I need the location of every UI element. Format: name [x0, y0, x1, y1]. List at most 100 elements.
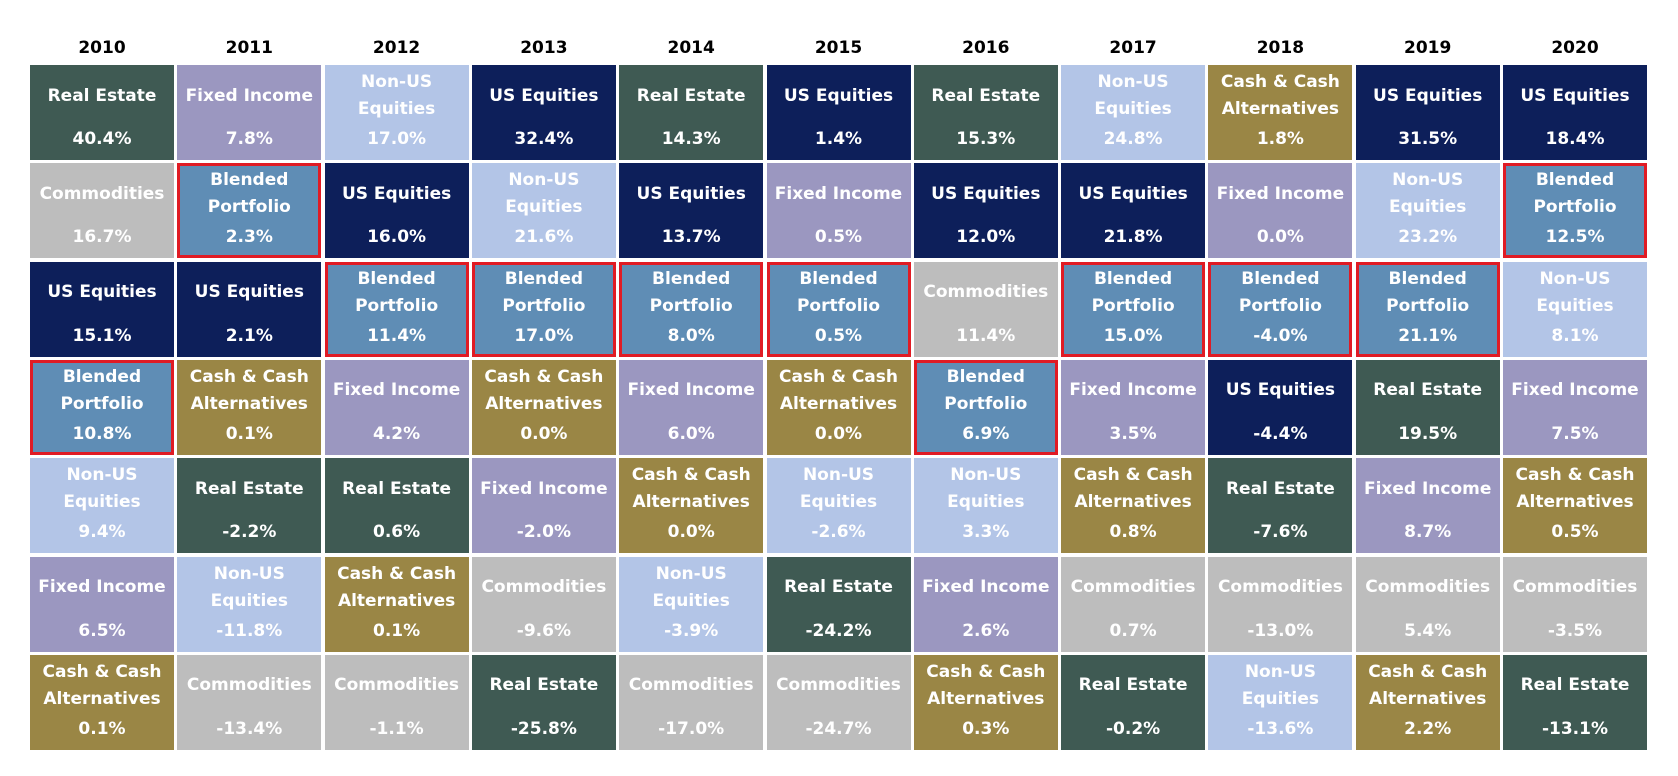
asset-return: -24.7% [805, 718, 872, 739]
asset-label: Commodities [334, 675, 460, 696]
asset-cell: Blended Portfolio 6.9% [913, 359, 1058, 455]
asset-cell: Commodities -13.0% [1208, 556, 1353, 652]
asset-cell: Commodities -1.1% [324, 654, 469, 750]
asset-return: -3.5% [1547, 620, 1603, 641]
asset-return: 16.7% [72, 227, 132, 248]
asset-label: Commodities [628, 675, 754, 696]
asset-return: -13.6% [1247, 718, 1314, 739]
asset-label: US Equities [1078, 183, 1188, 204]
asset-label: US Equities [1225, 380, 1336, 401]
asset-return: -25.8% [510, 718, 577, 739]
asset-return: 0.8% [1109, 522, 1157, 543]
asset-cell: Commodities -17.0% [619, 654, 764, 750]
asset-label: Cash & Cash Alternatives [1220, 72, 1340, 119]
year-header: 2018 [1256, 38, 1305, 58]
asset-return: 1.8% [1256, 129, 1304, 149]
asset-label: Commodities [1070, 577, 1196, 597]
asset-label: Fixed Income [1511, 380, 1639, 401]
asset-label: Real Estate [1373, 380, 1483, 401]
asset-cell: Non-US Equities 21.6% [471, 163, 616, 259]
asset-label: Commodities [186, 675, 312, 696]
asset-cell: Cash & Cash Alternatives 0.5% [1503, 458, 1647, 554]
asset-cell: Cash & Cash Alternatives 0.3% [913, 654, 1058, 750]
asset-return: 12.5% [1545, 227, 1605, 248]
asset-return: 8.7% [1404, 522, 1452, 543]
asset-label: Real Estate [342, 478, 451, 499]
asset-return: 21.8% [1103, 227, 1163, 248]
asset-label: Cash & Cash Alternatives [631, 465, 751, 513]
asset-label: Real Estate [784, 577, 893, 597]
asset-cell: Cash & Cash Alternatives 0.0% [619, 458, 764, 554]
asset-label: US Equities [783, 85, 894, 106]
asset-label: Non-US Equities [1094, 72, 1172, 119]
asset-label: Non-US Equities [947, 465, 1025, 513]
year-header: 2012 [372, 38, 421, 58]
asset-cell: Blended Portfolio 10.8% [30, 359, 174, 455]
asset-label: Non-US Equities [505, 170, 583, 218]
asset-label: Cash & Cash Alternatives [42, 661, 162, 709]
asset-cell: Blended Portfolio -4.0% [1208, 261, 1353, 357]
asset-cell: Fixed Income 6.0% [619, 359, 764, 455]
asset-return: 3.3% [962, 522, 1010, 543]
asset-cell: Non-US Equities -3.9% [619, 556, 764, 652]
asset-label: Commodities [1365, 577, 1491, 597]
asset-label: Real Estate [931, 85, 1041, 106]
asset-return: 0.1% [78, 718, 126, 739]
asset-label: Cash & Cash Alternatives [337, 563, 457, 611]
asset-return: 0.3% [962, 718, 1010, 739]
asset-label: Blended Portfolio [355, 268, 439, 316]
asset-cell: Non-US Equities 23.2% [1355, 163, 1500, 259]
asset-return: 0.5% [814, 227, 863, 248]
year-header: 2014 [667, 38, 715, 58]
asset-label: Real Estate [1520, 675, 1630, 696]
asset-label: Non-US Equities [63, 465, 141, 513]
asset-cell: Fixed Income -2.0% [471, 458, 616, 554]
asset-cell: Blended Portfolio 11.4% [324, 261, 469, 357]
asset-cell: Fixed Income 0.5% [766, 163, 911, 259]
asset-return: 9.4% [78, 522, 126, 543]
asset-label: US Equities [47, 282, 157, 303]
asset-return: 5.4% [1404, 620, 1452, 641]
asset-cell: Non-US Equities 17.0% [324, 65, 469, 160]
asset-return: 0.5% [814, 325, 863, 346]
asset-label: Real Estate [636, 85, 746, 106]
asset-return: 1.4% [814, 129, 863, 149]
asset-label: Commodities [1512, 577, 1638, 597]
asset-return: 6.5% [78, 620, 126, 641]
asset-return: -2.0% [516, 522, 571, 543]
asset-cell: Non-US Equities -11.8% [177, 556, 322, 652]
asset-label: Blended Portfolio [796, 268, 881, 316]
asset-label: Real Estate [1078, 675, 1188, 696]
asset-return: -13.0% [1247, 620, 1314, 641]
asset-label: US Equities [341, 183, 452, 204]
asset-cell: Commodities 0.7% [1061, 556, 1206, 652]
asset-return: 14.3% [661, 129, 721, 149]
asset-cell: US Equities 16.0% [324, 163, 469, 259]
asset-label: Non-US Equities [357, 72, 436, 119]
asset-return: 18.4% [1545, 129, 1605, 149]
asset-cell: Real Estate 14.3% [619, 65, 764, 160]
asset-label: Cash & Cash Alternatives [926, 661, 1046, 709]
asset-label: US Equities [1520, 85, 1630, 106]
asset-cell: US Equities 13.7% [619, 163, 764, 259]
asset-return: 2.2% [1404, 718, 1452, 739]
asset-cell: Non-US Equities -2.6% [766, 458, 911, 554]
year-header: 2019 [1404, 38, 1452, 58]
asset-label: Fixed Income [922, 577, 1050, 597]
asset-return: 0.0% [814, 423, 863, 444]
asset-cell: Real Estate -24.2% [766, 556, 911, 652]
asset-label: Commodities [1217, 577, 1343, 597]
asset-return: 2.6% [962, 620, 1010, 641]
asset-return: 10.8% [72, 423, 132, 444]
asset-cell: Blended Portfolio 2.3% [177, 163, 322, 259]
asset-label: Non-US Equities [799, 465, 878, 513]
asset-cell: Real Estate 19.5% [1355, 359, 1500, 455]
asset-return: -0.2% [1105, 718, 1161, 739]
asset-label: Non-US Equities [652, 563, 730, 611]
asset-return: 6.9% [962, 423, 1010, 444]
year-header: 2013 [520, 38, 568, 58]
asset-cell: US Equities 32.4% [471, 65, 616, 160]
asset-return: 0.1% [225, 423, 273, 444]
asset-return: 0.0% [667, 522, 715, 543]
asset-return: -11.8% [216, 620, 283, 641]
